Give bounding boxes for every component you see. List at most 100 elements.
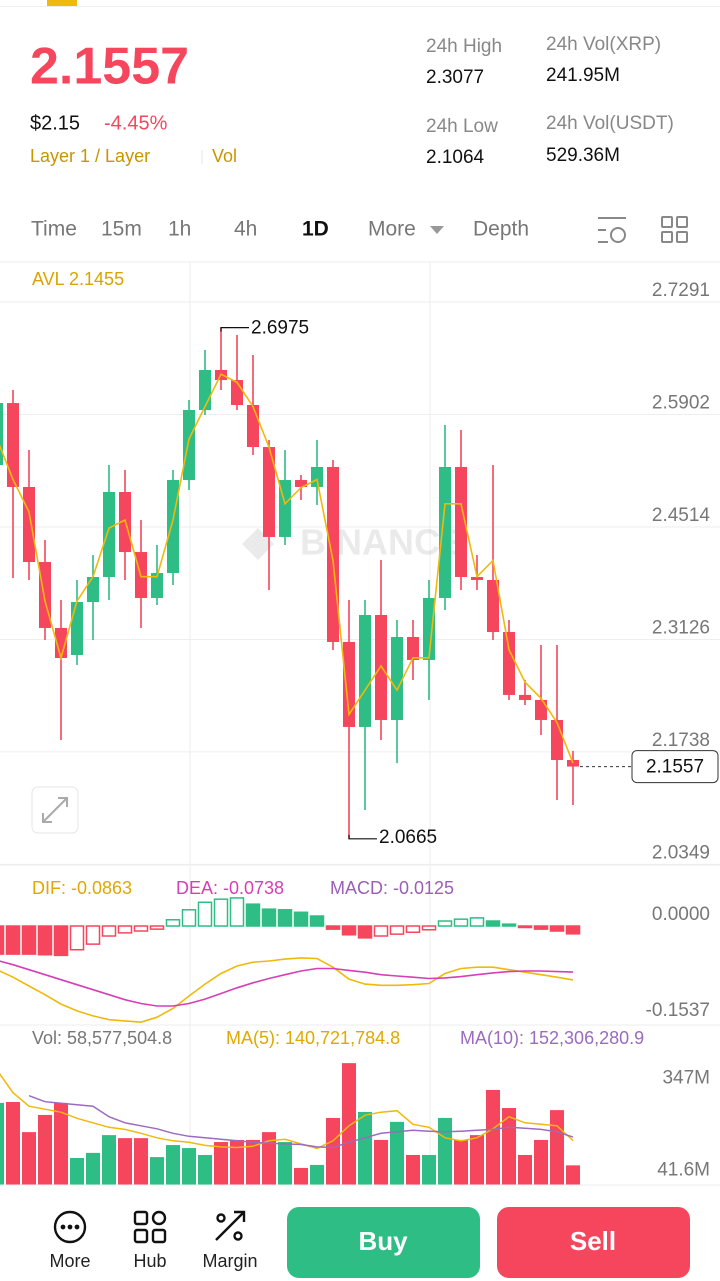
candle-body: [439, 466, 451, 598]
volume-bar: [278, 1142, 292, 1185]
macd-bar: [373, 925, 389, 937]
macd-bar: [229, 897, 245, 927]
usd-price: $2.15: [30, 112, 80, 134]
volume-bar: [342, 1063, 356, 1185]
macd-bar: [197, 901, 213, 927]
candle-body: [535, 699, 547, 720]
candle-body: [343, 641, 355, 727]
volume-bar: [70, 1158, 84, 1185]
volume-bar: [518, 1154, 532, 1185]
indicator-label: AVL 2.1455: [32, 269, 124, 289]
stat-value: 529.36M: [546, 145, 620, 166]
macd-bar: [37, 925, 53, 956]
interval-tabs: Time 15m 1h 4h 1D More Depth: [31, 218, 529, 241]
volume-bar: [486, 1089, 500, 1185]
macd-bar: [405, 925, 421, 934]
candle-body: [519, 694, 531, 700]
legend-item: MACD: -0.0125: [330, 878, 454, 898]
more-icon[interactable]: [53, 1210, 87, 1244]
volume-bar: [310, 1164, 324, 1185]
candle-body: [359, 614, 371, 727]
tab[interactable]: 1h: [168, 218, 191, 241]
last-price: 2.1557: [30, 38, 189, 96]
candle-body: [295, 480, 307, 487]
sell-label[interactable]: Sell: [570, 1226, 616, 1256]
macd-bar: [565, 925, 581, 935]
dif-line: [0, 957, 574, 1024]
tab[interactable]: 4h: [234, 218, 257, 241]
sell-button[interactable]: [497, 1207, 690, 1278]
margin-icon[interactable]: [215, 1210, 246, 1241]
candle-body: [551, 719, 563, 761]
legend-item: MA(10): 152,306,280.9: [460, 1028, 644, 1048]
macd-bar: [213, 898, 229, 927]
candle-body: [471, 576, 483, 580]
macd-bar: [501, 923, 517, 927]
volume-bar: [198, 1154, 212, 1185]
min-annotation: 2.0665: [379, 827, 437, 848]
tag[interactable]: Vol: [212, 146, 237, 166]
y-tick-label: -0.1537: [646, 1000, 710, 1021]
candle-body: [311, 466, 323, 487]
macd-bar: [533, 925, 549, 930]
macd-bar: [53, 925, 69, 957]
volume-bar: [326, 1117, 340, 1185]
ma-line: [0, 373, 574, 764]
stat-value: 2.3077: [426, 67, 484, 88]
ma5-line: [0, 1073, 574, 1150]
tag[interactable]: Layer 1 / Layer: [30, 146, 150, 166]
charts: 2.7291 2.5902 2.4514 2.3126 2.1738 2.0349 AVL …: [0, 269, 720, 1185]
nav-label[interactable]: Margin: [202, 1251, 257, 1271]
macd-bar: [117, 925, 133, 934]
settings-icon[interactable]: [598, 217, 626, 243]
candle-body: [231, 380, 243, 405]
expand-button[interactable]: [31, 786, 79, 834]
macd-bar: [437, 920, 453, 927]
layout-icon[interactable]: [661, 216, 688, 243]
tab[interactable]: Time: [31, 218, 77, 241]
tab[interactable]: More: [368, 218, 416, 241]
volume-bar: [150, 1157, 164, 1185]
y-tick-label: 2.4514: [652, 505, 711, 526]
volume-bar: [390, 1121, 404, 1185]
stat-label: 24h Vol(XRP): [546, 34, 661, 55]
macd-bar: [293, 911, 309, 927]
annotation-leader: [220, 327, 249, 332]
candle-body: [103, 492, 115, 577]
candle-body: [183, 410, 195, 481]
tab[interactable]: 1D: [302, 218, 329, 241]
tab[interactable]: 15m: [101, 218, 142, 241]
legend-item: DEA: -0.0738: [176, 878, 284, 898]
y-tick-label: 0.0000: [652, 904, 710, 925]
hub-icon[interactable]: [133, 1210, 167, 1244]
macd-bar: [389, 925, 405, 935]
candle-body: [167, 480, 179, 574]
candle-body: [423, 597, 435, 660]
nav-label[interactable]: More: [49, 1251, 90, 1271]
macd-bar: [261, 908, 277, 927]
volume-bar: [422, 1154, 436, 1185]
candle-body: [327, 466, 339, 642]
candle-body: [0, 403, 3, 466]
macd-bar: [485, 920, 501, 927]
volume-bar: [230, 1139, 244, 1185]
y-tick-label: 41.6M: [657, 1159, 710, 1180]
volume-bar: [262, 1132, 276, 1185]
volume-bar: [470, 1135, 484, 1185]
macd-bar: [309, 915, 325, 927]
top-indicator: [47, 0, 77, 6]
macd-bar: [181, 909, 197, 927]
candle-body: [455, 466, 467, 577]
nav-label[interactable]: Hub: [133, 1251, 166, 1271]
legend-item: MA(5): 140,721,784.8: [226, 1028, 400, 1048]
buy-label[interactable]: Buy: [358, 1226, 408, 1256]
volume-bar: [214, 1142, 228, 1185]
tab[interactable]: Depth: [473, 218, 529, 241]
y-tick-label: 2.3126: [652, 617, 710, 638]
volume-bar: [166, 1145, 180, 1185]
volume-bar: [534, 1139, 548, 1185]
volume-bar: [22, 1132, 36, 1185]
candle-body: [375, 614, 387, 720]
buy-button[interactable]: [287, 1207, 480, 1278]
